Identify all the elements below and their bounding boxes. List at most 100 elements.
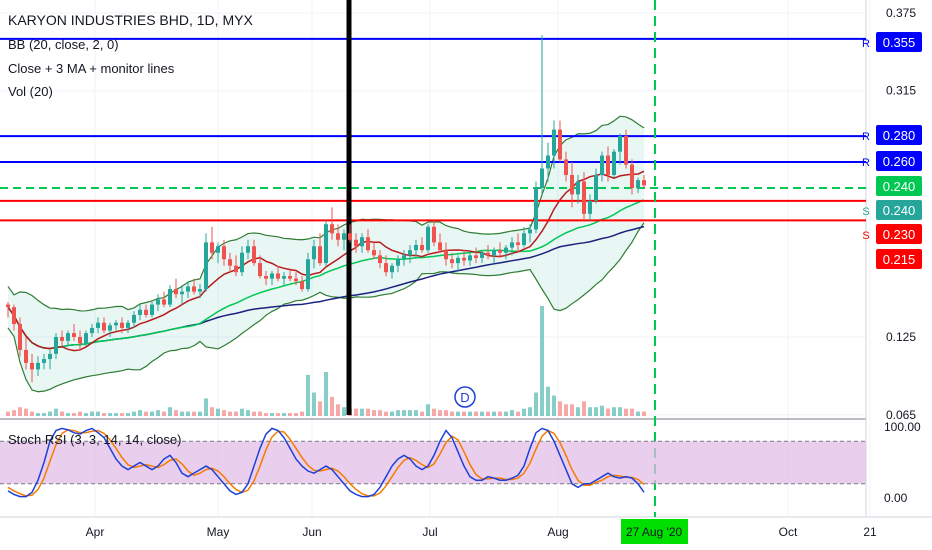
candle-body — [468, 255, 472, 261]
volume-bar — [84, 413, 88, 416]
price-tick-label: 0.375 — [886, 6, 916, 20]
volume-bars — [6, 306, 646, 416]
candle-body — [600, 155, 604, 175]
volume-bar — [18, 407, 22, 416]
price-tag-label: 0.355 — [883, 35, 916, 50]
volume-bar — [324, 372, 328, 416]
price-tag-box — [876, 176, 922, 196]
ma-fast-line — [7, 170, 645, 352]
volume-bar — [288, 413, 292, 416]
volume-bar — [138, 410, 142, 416]
candle-body — [612, 151, 616, 175]
price-tag-label: 0.215 — [883, 252, 916, 267]
volume-bar — [222, 410, 226, 416]
volume-bar — [102, 413, 106, 416]
volume-bar — [528, 407, 532, 416]
candle-body — [84, 333, 88, 344]
candle-body — [12, 307, 16, 325]
volume-bar — [276, 413, 280, 416]
candle-body — [462, 257, 466, 261]
volume-bar — [210, 407, 214, 416]
volume-bar — [132, 411, 136, 416]
legend-stoch-rsi[interactable]: Stoch RSI (3, 3, 14, 14, close) — [8, 432, 182, 447]
candle-body — [108, 325, 112, 331]
time-tick-label: Jun — [302, 525, 321, 539]
candle-body — [588, 200, 592, 214]
candle-body — [552, 129, 556, 156]
volume-bar — [486, 411, 490, 416]
candle-body — [276, 273, 280, 279]
volume-bar — [6, 411, 10, 416]
candles: D — [6, 34, 646, 408]
candle-body — [384, 263, 388, 273]
volume-bar — [366, 408, 370, 416]
level-letter: S — [862, 206, 869, 218]
volume-bar — [120, 413, 124, 416]
volume-bar — [492, 411, 496, 416]
candle-body — [48, 353, 52, 360]
price-tag-box — [876, 200, 922, 220]
volume-bar — [30, 411, 34, 416]
candle-body — [270, 273, 274, 279]
candle-body — [264, 276, 268, 279]
candle-body — [594, 174, 598, 201]
candle-body — [318, 246, 322, 264]
candle-body — [30, 362, 34, 370]
axes: Apr May Jun Jul Aug Oct 21 0.375 0.315 0.125 0.065… — [86, 6, 921, 539]
volume-bar — [108, 413, 112, 416]
volume-bar — [462, 411, 466, 416]
stoch-tick-label: 100.00 — [884, 420, 921, 434]
volume-bar — [588, 407, 592, 416]
cursor-date-label: 27 Aug '20 — [626, 525, 683, 539]
volume-bar — [240, 408, 244, 416]
stoch-rsi-pane — [0, 427, 866, 498]
candle-body — [630, 164, 634, 188]
time-tick-label: Aug — [547, 525, 568, 539]
candle-body — [306, 259, 310, 290]
legend-volume[interactable]: Vol (20) — [8, 84, 53, 99]
volume-bar — [618, 407, 622, 416]
volume-bar — [252, 411, 256, 416]
candle-body — [162, 299, 166, 305]
volume-bar — [444, 410, 448, 416]
volume-bar — [72, 413, 76, 416]
volume-bar — [636, 411, 640, 416]
candle-body — [156, 299, 160, 305]
level-letter: S — [862, 230, 869, 242]
volume-bar — [144, 411, 148, 416]
volume-bar — [36, 413, 40, 416]
level-letter: R — [862, 157, 870, 169]
legend-moving-averages[interactable]: Close + 3 MA + monitor lines — [8, 61, 175, 76]
stoch-k-line — [7, 427, 645, 498]
volume-bar — [60, 411, 64, 416]
candle-body — [18, 324, 22, 350]
candle-body — [174, 289, 178, 295]
volume-bar — [312, 392, 316, 416]
candle-body — [138, 309, 142, 315]
price-tick-label: 0.315 — [886, 84, 916, 98]
volume-bar — [396, 410, 400, 416]
volume-bar — [156, 410, 160, 416]
volume-bar — [606, 408, 610, 416]
candle-body — [402, 255, 406, 260]
volume-bar — [96, 411, 100, 416]
price-tags: R 0.355 R 0.280 R 0.260 0.240 S 0.240 S 0.230 0.215… — [621, 32, 922, 544]
candle-body — [390, 265, 394, 273]
volume-bar — [642, 411, 646, 416]
volume-bar — [594, 407, 598, 416]
level-letter: R — [862, 131, 870, 143]
cursor-date-box — [621, 519, 688, 544]
price-tag-label: 0.280 — [883, 128, 916, 143]
legend-bollinger[interactable]: BB (20, close, 2, 0) — [8, 37, 119, 52]
candle-body — [72, 333, 76, 337]
volume-bar — [612, 407, 616, 416]
candle-body — [144, 309, 148, 315]
volume-bar — [354, 408, 358, 416]
candle-body — [396, 259, 400, 266]
volume-bar — [180, 411, 184, 416]
price-tag-box — [876, 249, 922, 269]
volume-bar — [378, 410, 382, 416]
candle-body — [522, 233, 526, 245]
panels — [0, 0, 932, 518]
